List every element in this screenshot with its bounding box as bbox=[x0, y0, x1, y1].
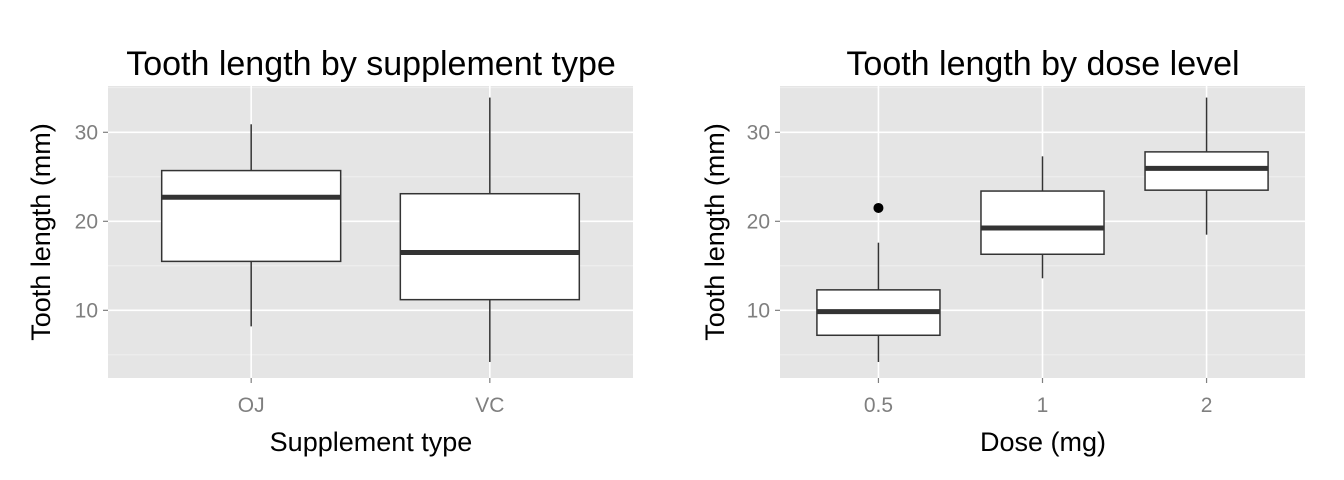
x-tick-label: VC bbox=[475, 394, 504, 417]
y-tick-label: 10 bbox=[75, 299, 98, 322]
x-axis-title: Supplement type bbox=[270, 427, 473, 457]
y-tick-label: 20 bbox=[75, 210, 98, 233]
y-tick-label: 20 bbox=[747, 210, 770, 233]
iqr-box bbox=[160, 169, 342, 263]
chart-panel-supplement: Tooth length by supplement type 10 20 30 O… bbox=[26, 45, 633, 457]
outlier-point bbox=[873, 202, 884, 213]
y-axis: 10 20 30 bbox=[747, 121, 780, 322]
x-axis-title: Dose (mg) bbox=[980, 427, 1106, 457]
y-axis-title: Tooth length (mm) bbox=[26, 123, 56, 341]
x-tick-label: 1 bbox=[1037, 394, 1049, 417]
boxplot-layer bbox=[160, 97, 581, 362]
x-tick-label: 2 bbox=[1201, 394, 1213, 417]
boxplot-0-5 bbox=[816, 202, 941, 362]
chart-title: Tooth length by dose level bbox=[846, 45, 1239, 83]
boxplot-2 bbox=[1144, 97, 1269, 235]
iqr-box bbox=[1144, 151, 1269, 191]
boxplot-VC bbox=[399, 97, 581, 362]
x-tick-label: 0.5 bbox=[864, 394, 893, 417]
iqr-box bbox=[980, 190, 1105, 256]
chart-title: Tooth length by supplement type bbox=[126, 45, 616, 83]
boxplot-OJ bbox=[160, 124, 342, 327]
x-axis: OJ VC bbox=[238, 378, 504, 417]
x-tick-label: OJ bbox=[238, 394, 265, 417]
boxplot-1 bbox=[980, 156, 1105, 279]
y-tick-label: 30 bbox=[75, 121, 98, 144]
iqr-box bbox=[399, 192, 581, 301]
x-axis: 0.5 1 2 bbox=[864, 378, 1213, 417]
y-tick-label: 10 bbox=[747, 299, 770, 322]
y-tick-label: 30 bbox=[747, 121, 770, 144]
boxplot-layer bbox=[816, 97, 1269, 362]
y-axis-title: Tooth length (mm) bbox=[700, 123, 730, 341]
y-axis: 10 20 30 bbox=[75, 121, 108, 322]
